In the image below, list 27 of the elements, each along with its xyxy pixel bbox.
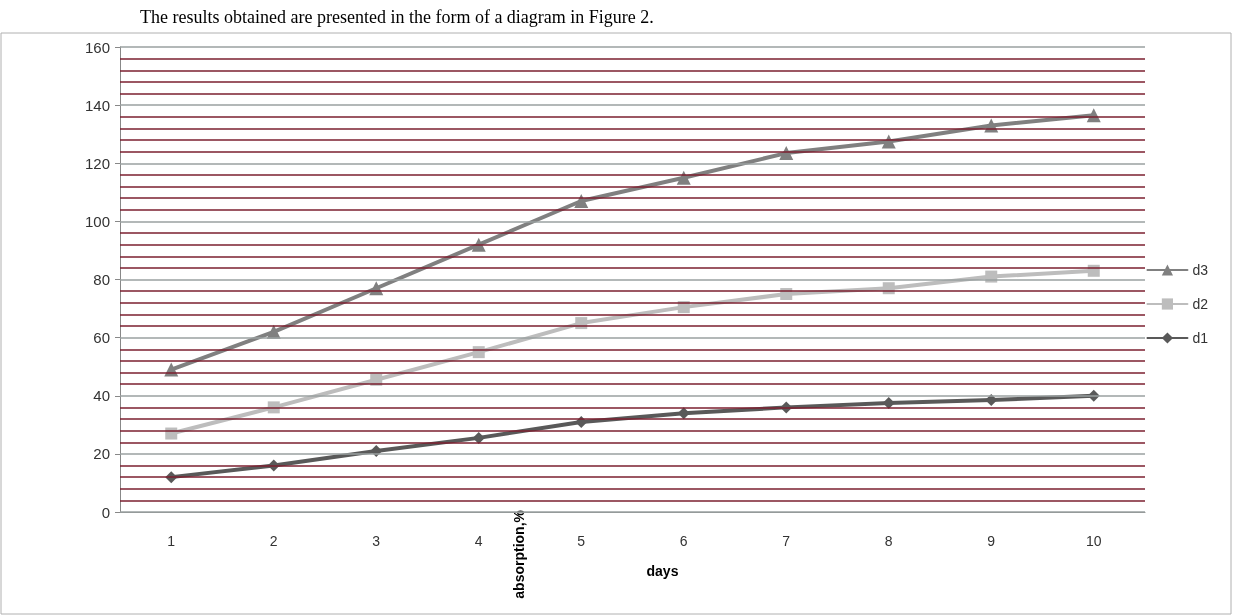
y-tick-label: 80: [93, 271, 110, 288]
x-tick-label: 4: [474, 533, 483, 549]
text: The results obtained are presented in the form of a diagram in Figure 2.: [140, 7, 654, 27]
x-tick-label: 9: [987, 533, 996, 549]
y-tick-label: 100: [84, 212, 110, 230]
x-tick-label: 10: [1085, 533, 1102, 549]
x-axis-title: days: [646, 563, 679, 579]
x-tick-label: 5: [577, 533, 586, 549]
y-axis-title: absorption,%: [511, 509, 527, 599]
legend-label: d2: [1192, 296, 1209, 312]
y-tick-label: 60: [93, 329, 110, 347]
x-tick-label: 3: [372, 533, 381, 549]
y-tick-label: 140: [84, 96, 110, 114]
y-tick-label: 120: [84, 154, 110, 172]
y-tick-label: 20: [93, 445, 110, 463]
y-tick-label: 160: [84, 38, 110, 56]
y-tick-label: 0: [101, 503, 110, 521]
point: [676, 170, 691, 185]
point: [471, 237, 486, 252]
x-tick-label: 6: [679, 533, 688, 549]
x-tick-label: 8: [884, 533, 893, 549]
legend-label: d3: [1192, 262, 1209, 278]
x-tick-label: 2: [269, 533, 278, 549]
legend-label: d1: [1192, 330, 1209, 346]
x-tick-label: 1: [167, 533, 176, 549]
x-tick-label: 7: [782, 533, 791, 549]
y-tick-label: 40: [93, 387, 110, 405]
